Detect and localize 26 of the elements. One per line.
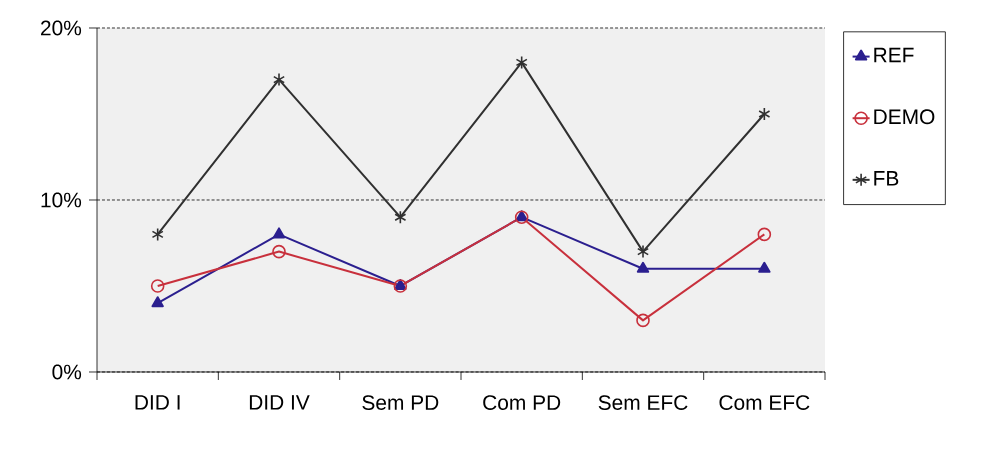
point [272,244,286,259]
x-tick-label: DID IV [249,395,310,410]
legend-label: FB [874,171,899,186]
point [273,72,285,87]
point [636,313,650,328]
x-tick-label: Com EFC [719,395,810,410]
point [272,227,286,239]
y-tick-label: 10% [41,192,82,208]
point [151,296,164,308]
x-tick-label: DID I [135,395,180,410]
x-tick-label: Com PD [483,395,561,410]
legend-label: DEMO [874,109,935,125]
x-tick-label: Sem EFC [598,395,688,410]
point [637,244,649,259]
x-tick-label: Sem PD [362,395,439,410]
point [394,210,407,224]
point [151,227,164,242]
point [636,261,650,273]
point [150,279,165,293]
point [758,261,771,273]
y-tick-label: 20% [41,20,82,36]
point [515,55,528,70]
point [758,107,771,121]
point [757,227,772,242]
legend-label: REF [874,47,914,63]
y-tick-label: 0% [52,364,82,380]
